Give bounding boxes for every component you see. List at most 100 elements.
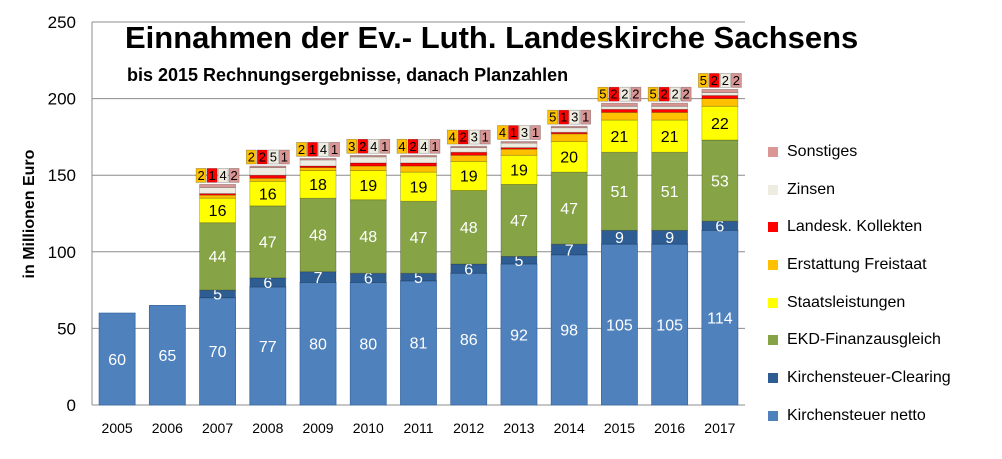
bar-segment	[450, 272, 488, 406]
bar-segment	[450, 147, 488, 153]
bar-segment	[651, 108, 689, 113]
small-segment-label-chip	[268, 149, 279, 165]
bar-segment	[249, 177, 287, 182]
bar-segment	[400, 165, 437, 173]
data-label: 2	[259, 150, 266, 165]
data-label: 80	[359, 336, 377, 353]
data-label: 5	[549, 110, 556, 125]
small-segment-label-chip	[647, 86, 659, 102]
data-label: 4	[449, 130, 456, 145]
bar-segment	[500, 263, 538, 406]
data-label: 47	[259, 235, 277, 252]
x-tick-label: 2008	[252, 420, 283, 436]
data-label: 98	[560, 323, 578, 340]
small-segment-label-chip	[508, 125, 519, 140]
bar-segment	[299, 167, 337, 172]
data-label: 16	[259, 186, 277, 203]
y-axis-label: in Millionen Euro	[21, 149, 38, 279]
bar-segment	[701, 98, 739, 107]
bar-segment	[349, 165, 387, 172]
small-segment-label-chip	[307, 142, 318, 157]
data-label: 1	[560, 110, 567, 125]
small-segment-label-chip	[206, 168, 218, 183]
small-segment-label-chip	[519, 125, 530, 140]
x-tick-label: 2012	[453, 420, 484, 436]
bar-segment	[249, 174, 287, 179]
small-segment-label-chip	[279, 149, 290, 165]
data-label: 2	[359, 139, 366, 154]
data-label: 80	[309, 336, 327, 353]
small-segment-label-chip	[669, 86, 681, 102]
bar-segment	[701, 95, 739, 100]
data-label: 4	[370, 139, 377, 154]
data-label: 7	[565, 242, 574, 259]
small-segment-label-chip	[530, 125, 541, 140]
small-segment-label-chip	[418, 138, 430, 154]
legend-label: Kirchensteuer netto	[787, 406, 926, 424]
small-segment-label-chip	[195, 168, 207, 183]
bar-segment	[651, 111, 689, 121]
small-segment-label-chip	[558, 109, 569, 125]
small-segment-label-chip	[217, 168, 229, 183]
data-label: 3	[521, 125, 528, 140]
data-label: 4	[420, 139, 427, 154]
bar-segment	[299, 159, 337, 167]
bar-segment	[701, 105, 739, 141]
bar-segment	[450, 161, 488, 191]
bar-segment	[701, 89, 739, 93]
data-label: 2	[733, 73, 740, 88]
data-label: 1	[431, 139, 438, 154]
x-tick-label: 2010	[353, 420, 384, 436]
data-label: 5	[650, 87, 657, 102]
legend-swatch	[768, 410, 778, 421]
legend-label: Sonstiges	[787, 142, 858, 160]
data-label: 4	[398, 139, 405, 154]
bar-segment	[601, 108, 638, 113]
bar-segment	[450, 154, 488, 162]
data-label: 3	[471, 130, 478, 145]
data-label: 86	[460, 332, 478, 349]
data-label: 16	[209, 203, 227, 220]
data-label: 1	[331, 142, 338, 157]
data-label: 2	[621, 87, 628, 102]
data-label: 1	[381, 139, 388, 154]
bar-segment	[601, 102, 638, 107]
data-label: 1	[582, 110, 589, 125]
small-segment-label-chip	[379, 138, 391, 154]
data-label: 1	[510, 125, 517, 140]
bar-segment	[199, 187, 236, 194]
small-segment-label-chip	[658, 86, 670, 102]
data-label: 92	[510, 327, 528, 344]
bar-segment	[500, 142, 538, 149]
small-segment-label-chip	[720, 73, 731, 88]
legend-label: Zinsen	[787, 180, 836, 198]
small-segment-label-chip	[680, 86, 692, 102]
legend-swatch	[768, 335, 778, 346]
data-label: 9	[665, 230, 674, 247]
data-label: 60	[108, 352, 126, 369]
bar-segment	[249, 165, 287, 168]
bar-segment	[651, 105, 689, 110]
y-tick-label: 100	[48, 243, 76, 262]
small-segment-label-chip	[429, 138, 441, 154]
legend-item: Kirchensteuer-Clearing	[768, 359, 951, 397]
data-label: 9	[615, 230, 624, 247]
data-label: 4	[320, 142, 327, 157]
data-label: 48	[359, 229, 377, 246]
bar-segment	[450, 151, 488, 156]
bar-segment	[550, 171, 588, 245]
data-label: 2	[248, 150, 255, 165]
data-label: 2	[672, 87, 679, 102]
legend-swatch	[768, 259, 778, 270]
bar-segment	[500, 141, 538, 144]
data-label: 21	[611, 129, 629, 146]
data-label: 51	[611, 184, 629, 201]
bar-segment	[349, 282, 387, 406]
small-segment-label-chip	[246, 149, 257, 165]
data-label: 7	[314, 270, 323, 287]
data-label: 2	[298, 142, 305, 157]
small-segment-label-chip	[698, 73, 709, 88]
x-tick-label: 2015	[604, 420, 635, 436]
